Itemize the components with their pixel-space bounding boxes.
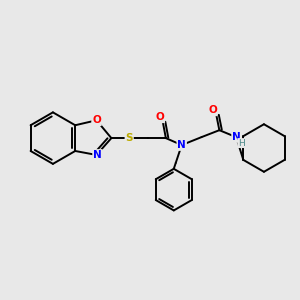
Text: O: O — [155, 112, 164, 122]
Text: H: H — [238, 139, 244, 148]
Text: N: N — [93, 150, 102, 160]
Text: N: N — [177, 140, 186, 150]
Text: O: O — [92, 115, 101, 125]
Text: S: S — [125, 133, 133, 143]
Text: O: O — [208, 105, 217, 116]
Text: N: N — [232, 132, 241, 142]
